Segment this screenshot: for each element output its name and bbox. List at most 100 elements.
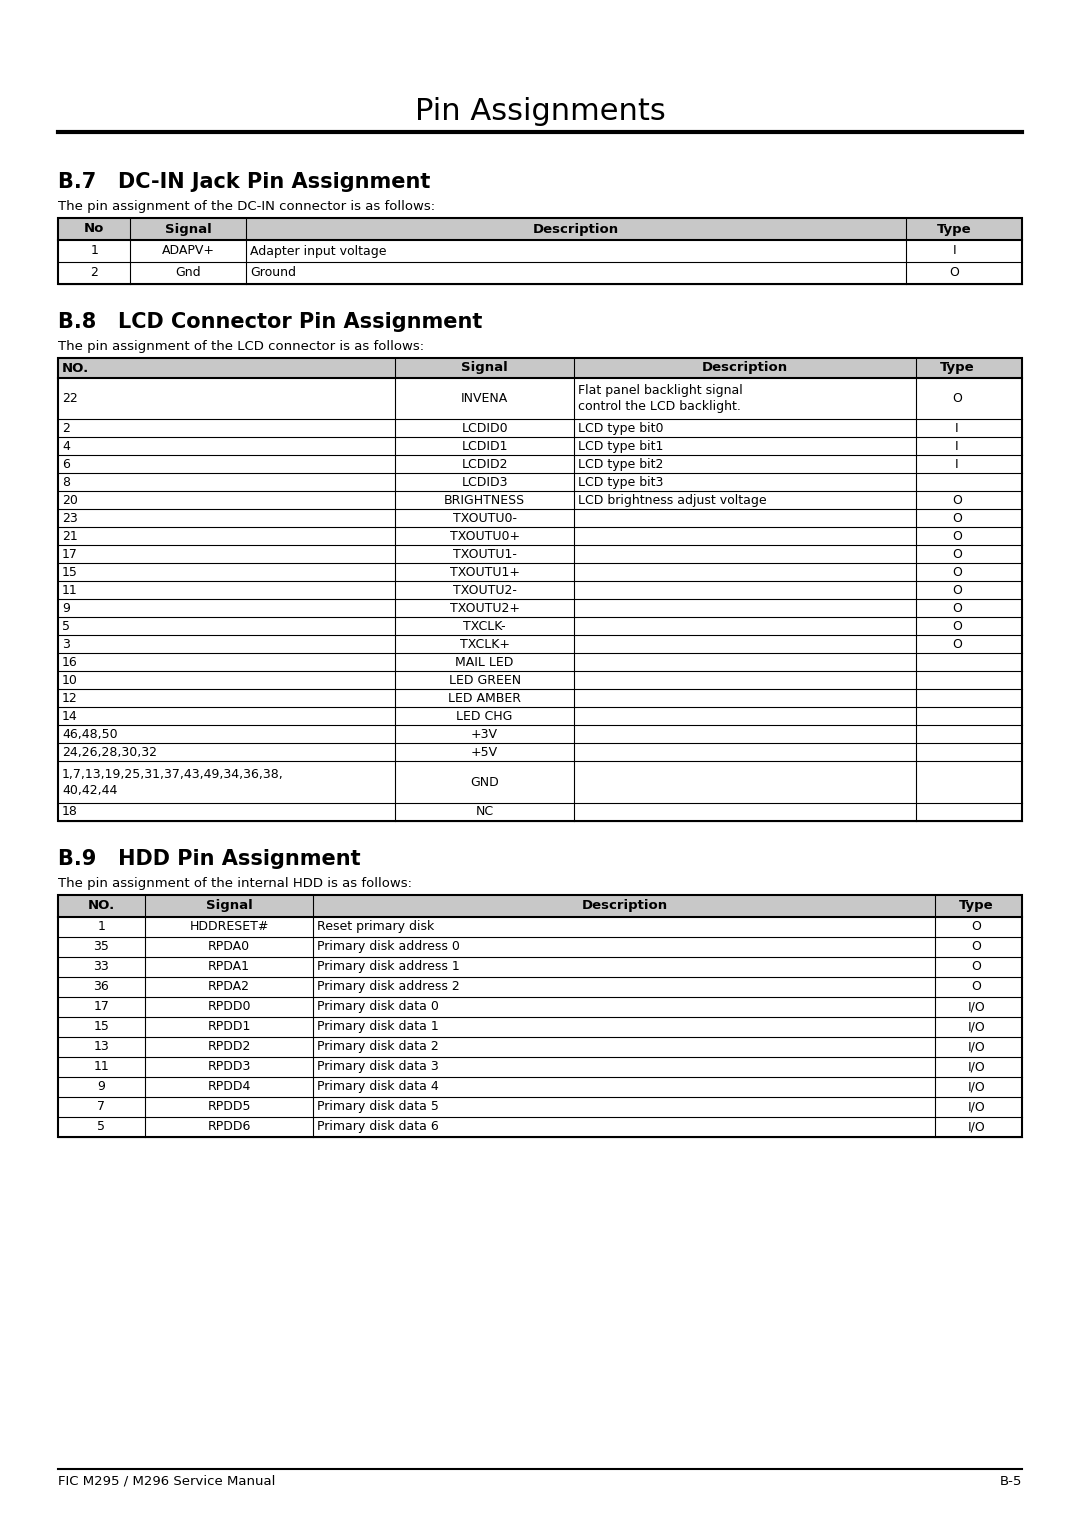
Text: RPDD3: RPDD3 — [207, 1060, 251, 1073]
Text: O: O — [951, 493, 962, 507]
Text: 46,48,50: 46,48,50 — [62, 728, 118, 741]
Text: TXOUTU0+: TXOUTU0+ — [449, 530, 519, 544]
Text: LCDID1: LCDID1 — [461, 440, 508, 454]
Text: Primary disk data 1: Primary disk data 1 — [318, 1020, 440, 1034]
Text: LCD type bit1: LCD type bit1 — [578, 440, 663, 454]
Text: I/O: I/O — [968, 1040, 985, 1054]
Bar — [58, 895, 1022, 916]
Text: I/O: I/O — [968, 1060, 985, 1073]
Text: No: No — [84, 223, 105, 235]
Text: Adapter input voltage: Adapter input voltage — [249, 244, 387, 258]
Text: Primary disk address 1: Primary disk address 1 — [318, 960, 460, 973]
Text: Signal: Signal — [165, 223, 212, 235]
Text: O: O — [971, 960, 981, 973]
Text: I: I — [955, 458, 959, 470]
Text: O: O — [951, 602, 962, 615]
Text: +3V: +3V — [471, 728, 498, 741]
Text: 6: 6 — [62, 458, 70, 470]
Text: I/O: I/O — [968, 1080, 985, 1093]
Text: Type: Type — [940, 362, 974, 374]
Text: O: O — [951, 512, 962, 525]
Text: LCDID0: LCDID0 — [461, 421, 508, 435]
Bar — [58, 895, 1022, 1136]
Text: NO.: NO. — [87, 899, 114, 912]
Text: I/O: I/O — [968, 1101, 985, 1113]
Text: NO.: NO. — [62, 362, 90, 374]
Text: B-5: B-5 — [1000, 1475, 1022, 1487]
Text: 15: 15 — [62, 567, 78, 579]
Text: Signal: Signal — [205, 899, 253, 912]
Text: TXOUTU1+: TXOUTU1+ — [449, 567, 519, 579]
Text: Flat panel backlight signal
control the LCD backlight.: Flat panel backlight signal control the … — [578, 385, 742, 414]
Text: LCD type bit2: LCD type bit2 — [578, 458, 663, 470]
Text: 5: 5 — [62, 620, 70, 632]
Text: I/O: I/O — [968, 1020, 985, 1034]
Bar — [58, 357, 1022, 822]
Text: GND: GND — [470, 776, 499, 788]
Bar — [58, 218, 1022, 240]
Text: 7: 7 — [97, 1101, 106, 1113]
Text: The pin assignment of the DC-IN connector is as follows:: The pin assignment of the DC-IN connecto… — [58, 200, 435, 212]
Text: I/O: I/O — [968, 1000, 985, 1014]
Text: MAIL LED: MAIL LED — [456, 657, 514, 669]
Text: 33: 33 — [94, 960, 109, 973]
Text: Gnd: Gnd — [175, 267, 201, 279]
Text: Primary disk data 2: Primary disk data 2 — [318, 1040, 440, 1054]
Text: O: O — [951, 530, 962, 544]
Text: RPDD4: RPDD4 — [207, 1080, 251, 1093]
Text: I/O: I/O — [968, 1121, 985, 1133]
Text: O: O — [951, 620, 962, 632]
Text: RPDD0: RPDD0 — [207, 1000, 251, 1014]
Text: B.9   HDD Pin Assignment: B.9 HDD Pin Assignment — [58, 849, 361, 869]
Text: TXOUTU2-: TXOUTU2- — [453, 583, 516, 597]
Text: RPDD2: RPDD2 — [207, 1040, 251, 1054]
Text: 1,7,13,19,25,31,37,43,49,34,36,38,
40,42,44: 1,7,13,19,25,31,37,43,49,34,36,38, 40,42… — [62, 768, 284, 797]
Text: 10: 10 — [62, 673, 78, 687]
Text: 11: 11 — [94, 1060, 109, 1073]
Text: I: I — [955, 421, 959, 435]
Text: 2: 2 — [62, 421, 70, 435]
Text: ADAPV+: ADAPV+ — [162, 244, 215, 258]
Text: Description: Description — [534, 223, 619, 235]
Text: TXOUTU1-: TXOUTU1- — [453, 548, 516, 560]
Text: RPDD1: RPDD1 — [207, 1020, 251, 1034]
Text: B.8   LCD Connector Pin Assignment: B.8 LCD Connector Pin Assignment — [58, 312, 483, 331]
Text: O: O — [951, 548, 962, 560]
Text: O: O — [971, 941, 981, 953]
Text: Primary disk address 2: Primary disk address 2 — [318, 980, 460, 993]
Text: LCDID3: LCDID3 — [461, 476, 508, 489]
Text: 23: 23 — [62, 512, 78, 525]
Text: 2: 2 — [91, 267, 98, 279]
Text: TXOUTU0-: TXOUTU0- — [453, 512, 516, 525]
Text: 14: 14 — [62, 710, 78, 722]
Text: Type: Type — [959, 899, 994, 912]
Text: Primary disk data 4: Primary disk data 4 — [318, 1080, 440, 1093]
Text: 1: 1 — [91, 244, 98, 258]
Text: Primary disk data 0: Primary disk data 0 — [318, 1000, 440, 1014]
Text: LCD brightness adjust voltage: LCD brightness adjust voltage — [578, 493, 767, 507]
Text: 15: 15 — [94, 1020, 109, 1034]
Text: FIC M295 / M296 Service Manual: FIC M295 / M296 Service Manual — [58, 1475, 275, 1487]
Text: LED AMBER: LED AMBER — [448, 692, 521, 705]
Text: I: I — [953, 244, 956, 258]
Text: RPDA2: RPDA2 — [208, 980, 251, 993]
Text: The pin assignment of the LCD connector is as follows:: The pin assignment of the LCD connector … — [58, 341, 424, 353]
Text: 18: 18 — [62, 805, 78, 818]
Text: Reset primary disk: Reset primary disk — [318, 921, 435, 933]
Text: BRIGHTNESS: BRIGHTNESS — [444, 493, 525, 507]
Text: TXCLK-: TXCLK- — [463, 620, 505, 632]
Text: 17: 17 — [62, 548, 78, 560]
Text: 8: 8 — [62, 476, 70, 489]
Text: 20: 20 — [62, 493, 78, 507]
Text: NC: NC — [475, 805, 494, 818]
Text: RPDD5: RPDD5 — [207, 1101, 251, 1113]
Text: 1: 1 — [97, 921, 106, 933]
Bar — [58, 357, 1022, 379]
Text: 9: 9 — [97, 1080, 106, 1093]
Text: O: O — [949, 267, 959, 279]
Text: O: O — [951, 583, 962, 597]
Text: O: O — [951, 567, 962, 579]
Text: Primary disk data 3: Primary disk data 3 — [318, 1060, 440, 1073]
Text: TXCLK+: TXCLK+ — [460, 638, 510, 651]
Text: RPDA1: RPDA1 — [208, 960, 251, 973]
